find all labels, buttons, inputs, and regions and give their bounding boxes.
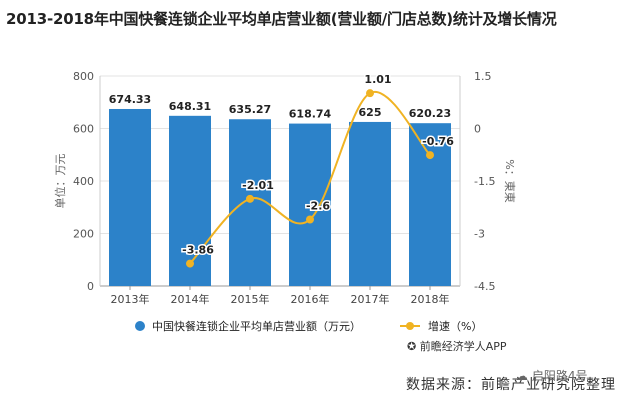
line-data-label-halo: -3.86 [182, 244, 214, 257]
line-data-label: 1.01 [364, 73, 391, 86]
x-tick-label: 2014年 [171, 292, 210, 306]
x-tick-label: 2015年 [231, 292, 270, 306]
line-data-label: -3.86 [182, 244, 214, 257]
y-right-tick-label: -1.5 [474, 175, 495, 188]
bar-data-label: 648.31 [169, 100, 211, 113]
x-tick-label: 2016年 [291, 292, 330, 306]
watermark-badge-text: 启阳路4号 [531, 369, 588, 383]
line-data-label: -2.6 [306, 200, 330, 213]
y-tick-label: 800 [73, 70, 94, 83]
y-axis-title: 单位：万元 [53, 154, 67, 209]
y-right-axis-title: %：東東 [503, 159, 516, 202]
wechat-icon: ☁ [516, 369, 528, 383]
line-data-label-halo: 1.01 [364, 73, 391, 86]
line-data-label-halo: -2.6 [306, 200, 330, 213]
growth-line [189, 90, 431, 265]
line-point [426, 151, 434, 160]
x-tick-label: 2017年 [351, 292, 390, 306]
legend-line-dot [406, 322, 414, 330]
x-tick-label: 2013年 [111, 292, 150, 306]
bar [349, 121, 391, 286]
line-point [246, 194, 254, 203]
y-right-tick-label: -4.5 [474, 280, 495, 293]
bar-data-label: 620.23 [409, 107, 451, 120]
line-point [366, 89, 374, 98]
watermark-badge: ☁ 启阳路4号 [516, 367, 587, 384]
bar-data-label: 674.33 [109, 93, 151, 106]
y-tick-label: 200 [73, 228, 94, 241]
y-tick-label: 400 [73, 175, 94, 188]
legend-bar-label: 中国快餐连锁企业平均单店营业额（万元） [152, 319, 361, 333]
bar-data-label: 618.74 [289, 108, 332, 121]
line-data-label-halo: -0.76 [422, 135, 454, 148]
bar [289, 123, 331, 286]
bar [109, 108, 151, 286]
line-data-label-halo: -2.01 [242, 179, 274, 192]
bar [409, 123, 451, 286]
legend-line-label: 增速（%） [428, 319, 482, 333]
data-source: 数据来源：前瞻产业研究院整理 [406, 377, 616, 393]
y-tick-label: 0 [87, 280, 94, 293]
bar [169, 115, 211, 286]
x-tick-label: 2018年 [411, 292, 450, 306]
legend-bar-marker [135, 321, 145, 331]
line-point [186, 259, 194, 268]
line-data-label: -2.01 [242, 179, 274, 192]
app-credit: ✪ 前瞻经济学人APP [407, 338, 507, 354]
bar-data-label: 635.27 [229, 103, 271, 116]
y-tick-label: 600 [73, 123, 94, 136]
y-right-tick-label: -3 [474, 228, 485, 241]
chart-title: 2013-2018年中国快餐连锁企业平均单店营业额(营业额/门店总数)统计及增长… [6, 10, 557, 28]
app-credit-text: 前瞻经济学人APP [419, 340, 507, 353]
app-icon: ✪ [407, 340, 420, 353]
y-right-tick-label: 0 [474, 123, 481, 136]
line-data-label: -0.76 [422, 135, 454, 148]
y-right-tick-label: 1.5 [474, 70, 492, 83]
bar-data-label: 625 [359, 106, 382, 119]
line-point [306, 215, 314, 224]
